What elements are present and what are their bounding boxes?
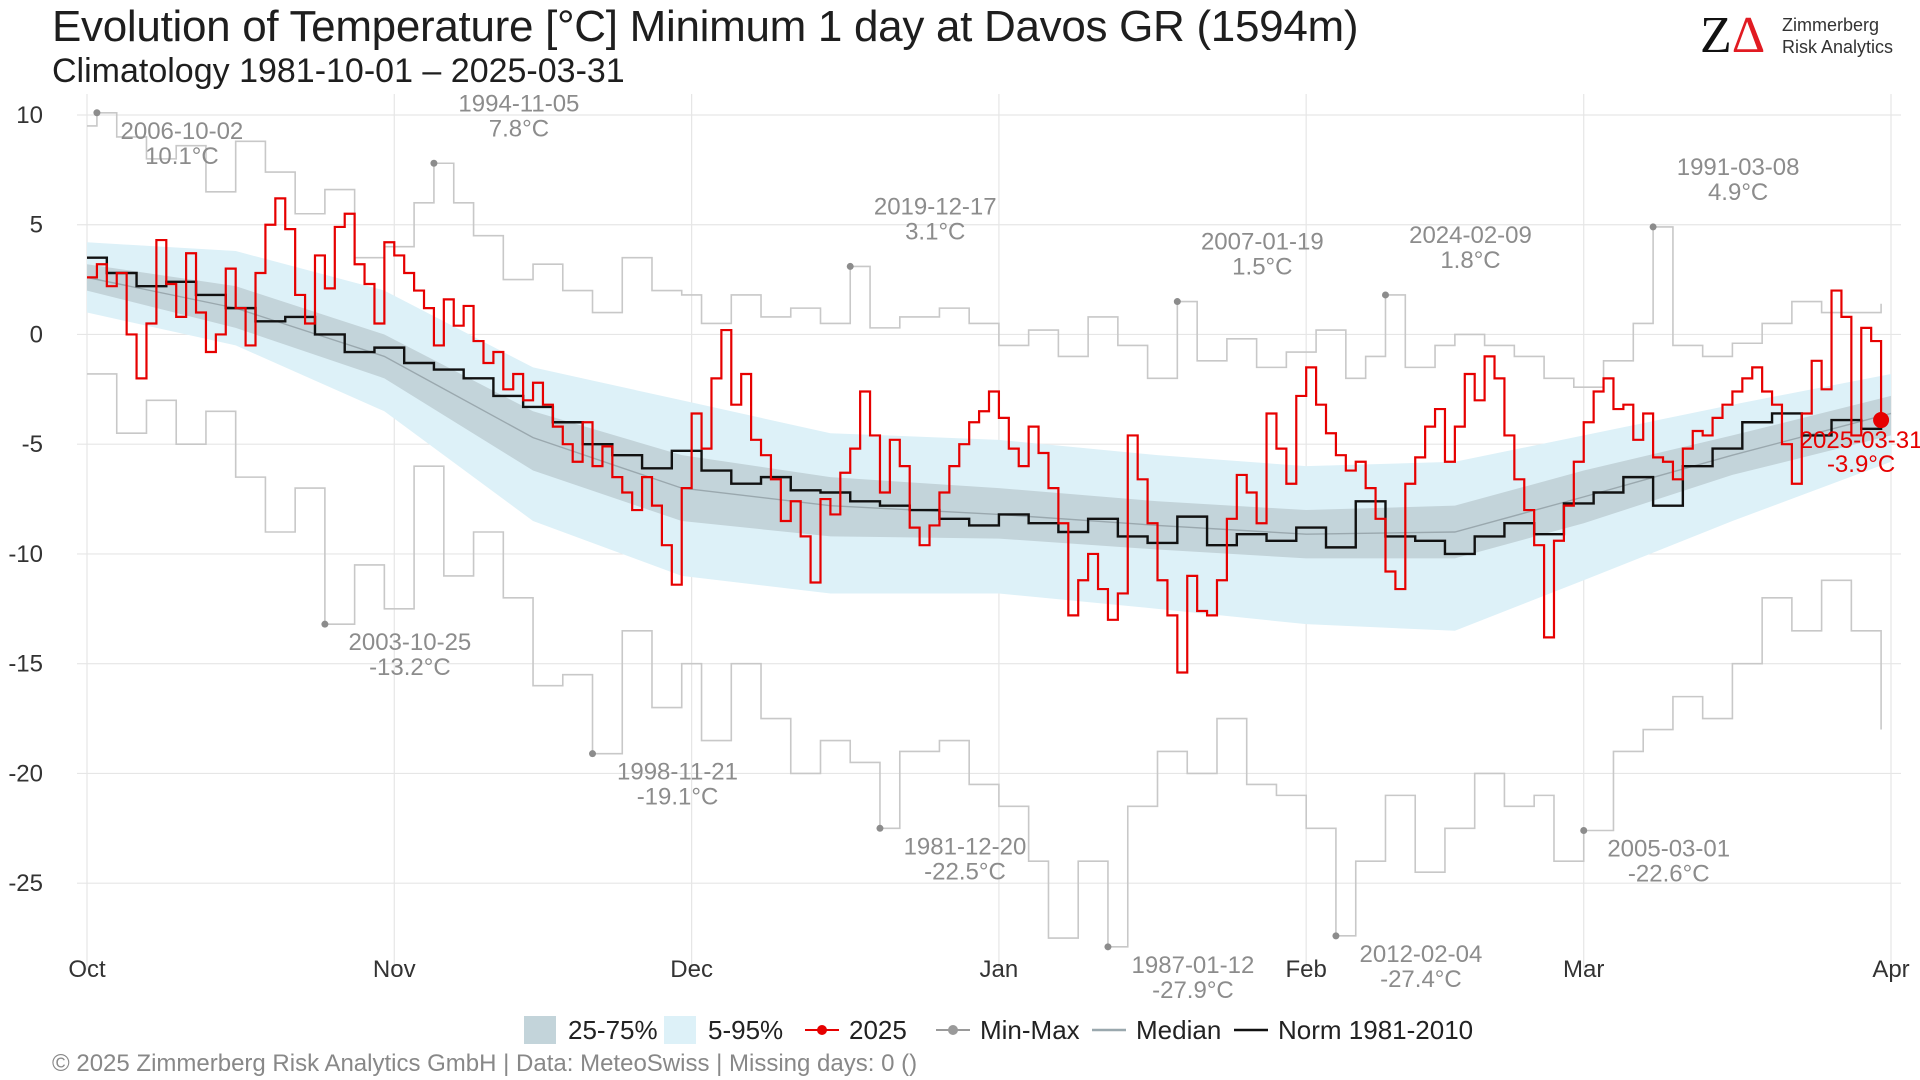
legend-label: 5-95% bbox=[708, 1015, 783, 1045]
annotation-date: 1981-12-20 bbox=[904, 833, 1027, 860]
annotation-value: -19.1°C bbox=[637, 784, 719, 811]
annotation-value: -22.5°C bbox=[924, 858, 1006, 885]
legend-item-norm: Norm 1981-2010 bbox=[1234, 1015, 1473, 1045]
x-tick-label: Nov bbox=[373, 956, 416, 983]
annotation-date: 2007-01-19 bbox=[1201, 229, 1324, 256]
y-tick-label: -10 bbox=[8, 541, 43, 568]
x-tick-label: Oct bbox=[68, 956, 106, 983]
footer-credit: © 2025 Zimmerberg Risk Analytics GmbH | … bbox=[52, 1050, 918, 1077]
annotation-date: 1991-03-08 bbox=[1677, 154, 1800, 181]
annotation-value: -22.6°C bbox=[1628, 861, 1710, 888]
annotation-point bbox=[876, 824, 884, 832]
annotation-value: 1.8°C bbox=[1440, 247, 1500, 274]
y-tick-label: 10 bbox=[16, 102, 43, 129]
x-tick-label: Dec bbox=[670, 956, 713, 983]
band-25-75 bbox=[87, 264, 1891, 559]
y-tick-label: -15 bbox=[8, 651, 43, 678]
legend-swatch bbox=[664, 1016, 696, 1044]
annotation-value: -27.4°C bbox=[1380, 966, 1462, 993]
annotation-value: -13.2°C bbox=[369, 654, 451, 681]
legend-label: Median bbox=[1136, 1015, 1221, 1045]
annotation-date: 1987-01-12 bbox=[1132, 952, 1255, 979]
series-2025 bbox=[87, 197, 1883, 674]
annotation-point bbox=[1580, 827, 1588, 835]
legend-label: Norm 1981-2010 bbox=[1278, 1015, 1473, 1045]
logo-name: Zimmerberg Risk Analytics bbox=[1782, 15, 1894, 57]
legend-swatch-dot bbox=[948, 1025, 958, 1035]
x-tick-label: Jan bbox=[980, 956, 1019, 983]
annotation-point bbox=[1381, 291, 1389, 299]
x-axis-ticks: Oct Nov Dec Jan Feb Mar Apr bbox=[68, 956, 1909, 983]
annotation-value: 7.8°C bbox=[489, 115, 549, 142]
annotation-point bbox=[589, 750, 597, 758]
annotation-date: 2003-10-25 bbox=[349, 629, 472, 656]
annotation-date: 2024-02-09 bbox=[1409, 222, 1532, 249]
series-lines bbox=[86, 111, 1892, 948]
annotation-value: -3.9°C bbox=[1827, 451, 1895, 478]
annotation-point bbox=[321, 620, 329, 628]
annotation-point bbox=[1104, 943, 1112, 951]
legend-label: 25-75% bbox=[568, 1015, 658, 1045]
y-tick-label: -25 bbox=[8, 870, 43, 897]
y-tick-label: -20 bbox=[8, 760, 43, 787]
logo-mark-delta: Δ bbox=[1731, 7, 1766, 64]
current-point bbox=[1873, 412, 1890, 429]
annotation-value: 10.1°C bbox=[145, 143, 219, 170]
logo-mark: ZΔ bbox=[1700, 8, 1765, 64]
logo: ZΔ Zimmerberg Risk Analytics bbox=[1700, 8, 1910, 64]
annotation-date: 2025-03-31 bbox=[1800, 427, 1920, 454]
legend-swatch bbox=[524, 1016, 556, 1044]
annotation-point bbox=[1332, 932, 1340, 940]
chart-subtitle: Climatology 1981-10-01 – 2025-03-31 bbox=[52, 52, 625, 90]
legend-swatch-dot bbox=[817, 1025, 827, 1035]
x-tick-label: Mar bbox=[1563, 956, 1604, 983]
annotation-point bbox=[93, 109, 101, 117]
annotation-point bbox=[846, 262, 854, 270]
legend-item-minmax: Min-Max bbox=[936, 1015, 1080, 1045]
annotation-point bbox=[1173, 298, 1181, 306]
annotation-value: 1.5°C bbox=[1232, 254, 1292, 281]
annotation-date: 2005-03-01 bbox=[1607, 836, 1730, 863]
y-tick-label: 0 bbox=[30, 321, 43, 348]
chart-title: Evolution of Temperature [°C] Minimum 1 … bbox=[52, 2, 1359, 51]
y-tick-label: 5 bbox=[30, 212, 43, 239]
annotation-value: -27.9°C bbox=[1152, 977, 1234, 1004]
annotation-point bbox=[430, 159, 438, 167]
series-norm bbox=[87, 256, 1883, 556]
annotation-date: 2006-10-02 bbox=[121, 118, 244, 145]
annotation-value: 4.9°C bbox=[1708, 179, 1768, 206]
band-5-95 bbox=[87, 242, 1891, 631]
y-axis-ticks: 10 5 0 -5 -10 -15 -20 -25 bbox=[8, 102, 43, 897]
legend-item-q25_75: 25-75% bbox=[524, 1015, 658, 1045]
legend-label: 2025 bbox=[849, 1015, 907, 1045]
series-min bbox=[87, 373, 1882, 948]
annotation-date: 2012-02-04 bbox=[1360, 941, 1483, 968]
y-tick-label: -5 bbox=[22, 431, 43, 458]
x-tick-label: Apr bbox=[1872, 956, 1909, 983]
legend: 25-75% 5-95% 2025 Min-Max Median Norm 1981-20… bbox=[524, 1015, 1473, 1045]
legend-label: Min-Max bbox=[980, 1015, 1080, 1045]
logo-mark-z: Z bbox=[1700, 7, 1732, 64]
legend-item-median: Median bbox=[1092, 1015, 1221, 1045]
annotation-point bbox=[1649, 223, 1657, 231]
annotation-date: 1998-11-21 bbox=[617, 759, 738, 786]
legend-item-q5_95: 5-95% bbox=[664, 1015, 783, 1045]
x-tick-label: Feb bbox=[1286, 956, 1327, 983]
legend-item-y2025: 2025 bbox=[805, 1015, 907, 1045]
percentile-bands bbox=[87, 242, 1891, 631]
annotation-value: 3.1°C bbox=[905, 218, 965, 245]
annotation-date: 2019-12-17 bbox=[874, 193, 997, 220]
annotation-date: 1994-11-05 bbox=[458, 90, 579, 117]
